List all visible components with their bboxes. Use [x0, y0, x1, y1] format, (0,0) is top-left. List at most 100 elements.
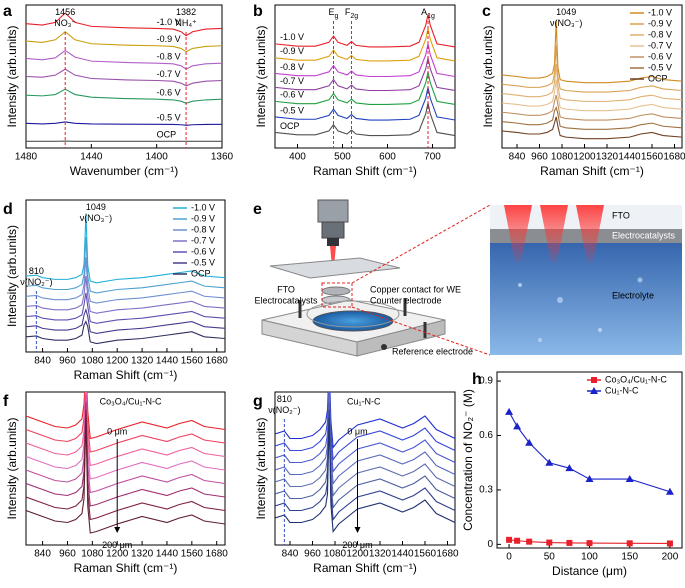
- marker: [666, 540, 673, 547]
- y-axis-label: Intensity (arb.units): [5, 25, 19, 127]
- x-tick-label: 1320: [131, 356, 154, 367]
- laser-cone: [540, 205, 568, 262]
- diagram-label: FTO: [277, 284, 295, 294]
- x-tick-label: 1360: [211, 152, 234, 163]
- series-line: [26, 12, 222, 37]
- sample-label: Cu₁-N-C: [347, 396, 381, 406]
- annotation: NH₄⁺: [175, 18, 197, 28]
- x-tick-label: 500: [334, 152, 351, 163]
- annotation: 1456: [55, 7, 75, 17]
- annotation-text: E: [329, 7, 335, 17]
- series-line: [502, 64, 682, 102]
- diagram-label: Copper contact for WE: [370, 284, 461, 294]
- x-tick-label: 1680: [663, 152, 685, 163]
- bubble: [538, 338, 542, 342]
- panel-letter: b: [253, 3, 263, 20]
- y-axis-label: Intensity (arb.units): [5, 225, 19, 327]
- x-tick-label: 1440: [156, 356, 179, 367]
- series-line: [275, 43, 455, 78]
- x-tick-label: 960: [531, 152, 548, 163]
- annotation-text: ν(NO₃⁻): [80, 213, 112, 223]
- annotation-text: A: [421, 7, 427, 17]
- reference-port: [381, 344, 387, 350]
- x-axis-label: Raman Shift (cm⁻¹): [313, 561, 417, 575]
- x-tick-label: 960: [59, 549, 76, 560]
- x-tick-label: 1080: [551, 152, 574, 163]
- series-label: OCP: [157, 130, 177, 140]
- series-line: [26, 307, 225, 334]
- series-label: -0.6 V: [157, 88, 181, 98]
- marker: [546, 539, 553, 546]
- diagram-label: FTO: [612, 210, 630, 220]
- x-tick-label: 50: [544, 552, 556, 563]
- series-line: [502, 79, 682, 112]
- x-tick-label: 1200: [346, 549, 369, 560]
- annotation: 810: [29, 266, 44, 276]
- series-label: OCP: [280, 121, 300, 131]
- series-label: -1.0 V: [157, 17, 181, 27]
- x-tick-label: 1080: [81, 549, 104, 560]
- x-tick-label: 1560: [181, 549, 204, 560]
- marker: [514, 537, 521, 544]
- arrow-head: [114, 527, 121, 533]
- bubble: [598, 328, 602, 332]
- series-line: [26, 392, 225, 467]
- diagram-label: Electrolyte: [612, 290, 654, 300]
- cell-ring: [306, 300, 400, 328]
- series-line: [26, 292, 225, 324]
- bubble: [557, 297, 563, 303]
- annotation-text: ν(NO₂⁻): [268, 405, 300, 415]
- series-label: -0.8 V: [157, 52, 181, 62]
- zoom-box: [321, 282, 353, 308]
- marker: [566, 539, 573, 546]
- bubble: [518, 283, 522, 287]
- diagram-label: Reference electrode: [392, 346, 473, 356]
- laser-cone: [576, 205, 604, 262]
- series-line: [26, 392, 225, 440]
- annotation: NO₃⁻: [54, 18, 76, 28]
- annotation: ν(NO₃⁻): [80, 213, 112, 223]
- annotation-text: ν(NO₃⁻): [550, 18, 582, 28]
- x-axis-label: Raman Shift (cm⁻¹): [74, 368, 178, 382]
- annotation: ν(NO₂⁻): [20, 277, 52, 287]
- marker: [625, 475, 634, 483]
- marker: [665, 487, 674, 495]
- series-label: -0.7 V: [280, 76, 304, 86]
- marker: [505, 407, 514, 415]
- annotation: 810: [277, 394, 292, 404]
- arrow-head: [354, 527, 361, 533]
- legend-label: -0.5 V: [191, 257, 215, 267]
- diagram-label: Electrocatalysts: [612, 230, 676, 240]
- diagram-label: Counter electrode: [370, 295, 442, 305]
- series-label: -0.7 V: [157, 69, 181, 79]
- legend-label: -0.8 V: [191, 224, 215, 234]
- y-tick-label: 0: [487, 539, 493, 550]
- legend-label: -0.5 V: [648, 62, 672, 72]
- x-tick-label: 400: [289, 152, 306, 163]
- zoom-line: [351, 204, 491, 284]
- series-line: [502, 45, 682, 93]
- laser-cone: [504, 205, 532, 262]
- annotation-text: 810: [277, 394, 292, 404]
- series-line: [26, 31, 222, 53]
- depth-label: 0 μm: [347, 426, 367, 436]
- legend-label: -1.0 V: [648, 7, 672, 17]
- x-tick-label: 1680: [206, 549, 229, 560]
- marker: [525, 438, 534, 446]
- x-axis-label: Raman Shift (cm⁻¹): [313, 164, 417, 178]
- x-tick-label: 1320: [131, 549, 154, 560]
- x-axis-label: Raman Shift (cm⁻¹): [74, 561, 178, 575]
- annotation-text: ν(NO₂⁻): [20, 277, 52, 287]
- annotation-text: F: [345, 7, 351, 17]
- x-tick-label: 840: [282, 549, 299, 560]
- legend-label: -0.9 V: [648, 18, 672, 28]
- annotation-text: 1049: [556, 7, 576, 17]
- annotation: 1049: [86, 202, 106, 212]
- annotation-text: NH₄⁺: [175, 18, 197, 28]
- series-label: -0.9 V: [157, 34, 181, 44]
- legend-label: -0.6 V: [191, 246, 215, 256]
- x-tick-label: 1440: [80, 152, 103, 163]
- series-line: [26, 402, 225, 507]
- panel: c 840 960 1080 1200 1320 1440 1560 1680 Raman Shi…: [481, 3, 685, 178]
